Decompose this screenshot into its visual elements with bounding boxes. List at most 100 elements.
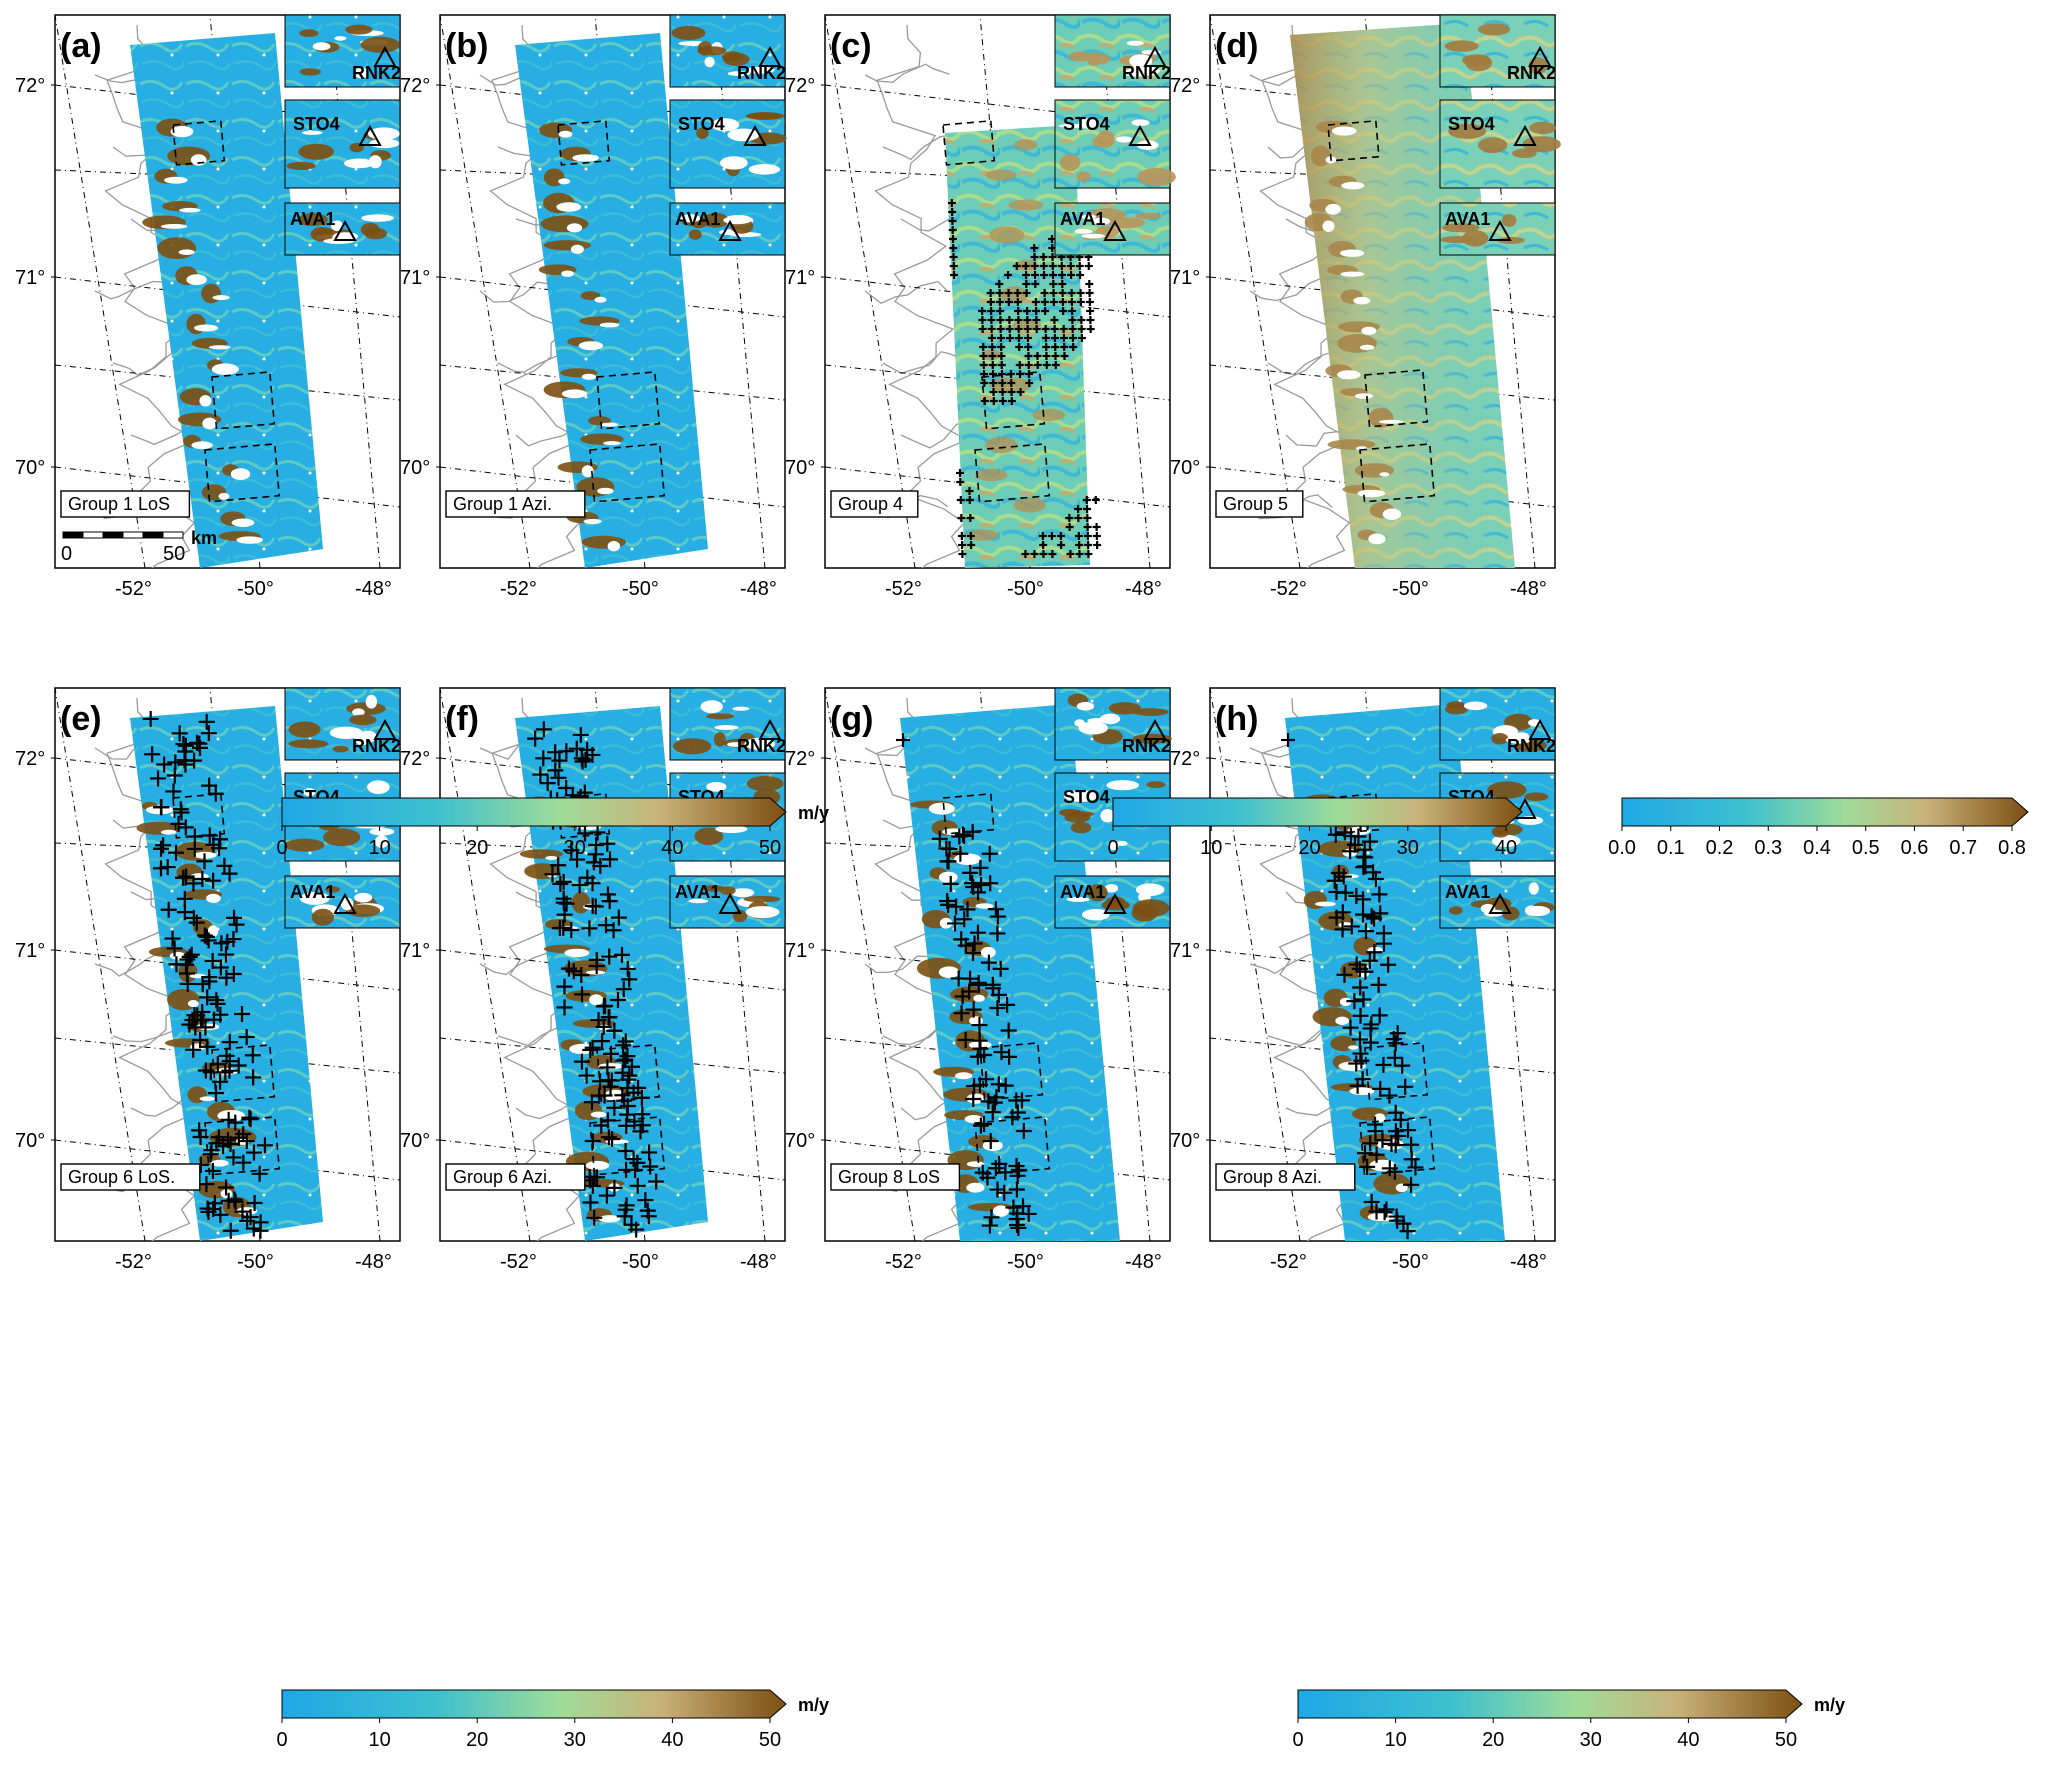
panel-label: (b): [445, 27, 488, 65]
group-label: Group 8 Azi.: [1223, 1167, 1322, 1187]
latitude-tick: 72°: [15, 748, 45, 770]
station-triangle-icon: [358, 124, 382, 146]
colorbar-tick: 0.5: [1852, 837, 1880, 859]
colorbar-unit: m/y: [798, 803, 829, 823]
panel-label: (h): [1215, 700, 1258, 738]
inset-sto4: STO4: [284, 99, 401, 189]
station-insets: RNK2 STO4 AVA1: [669, 14, 787, 256]
inset-ava1: AVA1: [284, 202, 401, 256]
station-triangle-icon: [1513, 124, 1537, 146]
colorbar-tick: 0: [1107, 837, 1118, 859]
axis-labels: 72° 71° 70° -52° -50° -48°: [15, 748, 392, 1273]
colorbar-tick: 0.7: [1949, 837, 1977, 859]
data-swath: [515, 706, 708, 1241]
inset-rnk2: RNK2: [1054, 687, 1172, 761]
latitude-tick: 70°: [785, 457, 815, 479]
group-label-box: [1215, 1163, 1356, 1191]
longitude-tick: -52°: [1270, 1251, 1307, 1273]
aoi-boxes: [942, 792, 1051, 1176]
latitude-tick: 72°: [400, 75, 430, 97]
colorbar-tick: 30: [564, 1729, 586, 1751]
longitude-tick: -48°: [1125, 578, 1162, 600]
station-triangle-icon: [1143, 718, 1167, 740]
group-label: Group 1 LoS: [68, 494, 170, 514]
scalebar: 0 50 km: [61, 528, 217, 565]
station-label: RNK2: [1122, 736, 1171, 756]
glacier-features: [1304, 120, 1404, 545]
latitude-tick: 72°: [1170, 748, 1200, 770]
scalebar-start: 0: [61, 543, 72, 565]
colorbar-tick: 0: [276, 837, 287, 859]
outlier-crosses: [1281, 733, 1424, 1240]
longitude-tick: -48°: [355, 1251, 392, 1273]
longitude-tick: -48°: [740, 578, 777, 600]
station-label: AVA1: [675, 882, 720, 902]
station-insets: RNK2 STO4 AVA1: [1439, 14, 1561, 256]
inset-ava1: AVA1: [669, 875, 786, 929]
colorbar-tick: 0.1: [1657, 837, 1685, 859]
group-label-box: [830, 1163, 961, 1191]
latitude-tick: 71°: [400, 940, 430, 962]
colorbar-tick: 10: [1384, 1729, 1406, 1751]
longitude-tick: -50°: [1007, 578, 1044, 600]
station-triangle-icon: [333, 219, 357, 241]
inset-ava1: AVA1: [1054, 875, 1171, 929]
colorbar-cb1: 0 10 20 30 40 50 m/y: [276, 797, 829, 859]
axis-labels: 72° 71° 70° -52° -50° -48°: [1170, 748, 1547, 1273]
colorbar-ramp: [1297, 1689, 1803, 1719]
colorbar-tick: 0: [276, 1729, 287, 1751]
colorbar-tick: 50: [759, 1729, 781, 1751]
latitude-tick: 71°: [785, 267, 815, 289]
station-label: AVA1: [675, 209, 720, 229]
longitude-tick: -52°: [115, 578, 152, 600]
colorbar-ramp: [281, 1689, 787, 1719]
inset-rnk2: RNK2: [284, 687, 401, 761]
inset-rnk2: RNK2: [1054, 14, 1171, 88]
latitude-tick: 72°: [785, 748, 815, 770]
station-triangle-icon: [1528, 718, 1552, 740]
inset-ava1: AVA1: [669, 202, 786, 256]
colorbar-unit: m/y: [1814, 1695, 1845, 1715]
station-triangle-icon: [1103, 219, 1127, 241]
station-triangle-icon: [718, 219, 742, 241]
colorbar-tick: 20: [466, 837, 488, 859]
axis-labels: 72° 71° 70° -52° -50° -48°: [1170, 75, 1547, 600]
longitude-tick: -52°: [115, 1251, 152, 1273]
inset-ava1: AVA1: [284, 875, 401, 929]
station-label: RNK2: [352, 63, 401, 83]
station-triangle-icon: [1488, 892, 1512, 914]
station-triangle-icon: [333, 892, 357, 914]
aoi-boxes: [557, 119, 666, 503]
scalebar-unit: km: [191, 528, 217, 548]
group-label: Group 5: [1223, 494, 1288, 514]
group-label-box: [830, 490, 919, 518]
axis-labels: 72° 71° 70° -52° -50° -48°: [785, 748, 1162, 1273]
longitude-tick: -50°: [237, 1251, 274, 1273]
station-label: RNK2: [737, 63, 786, 83]
station-label: AVA1: [1445, 882, 1490, 902]
longitude-tick: -52°: [500, 1251, 537, 1273]
station-label: AVA1: [290, 209, 335, 229]
inset-ava1: AVA1: [1054, 202, 1171, 256]
station-triangle-icon: [743, 124, 767, 146]
inset-rnk2: RNK2: [1439, 687, 1556, 761]
longitude-tick: -50°: [237, 578, 274, 600]
station-label: STO4: [678, 114, 725, 134]
map-panel-b: RNK2 STO4 AVA1 (b) Group 1 Azi. 72° 71° 70° -52°…: [400, 14, 787, 600]
axis-labels: 72° 71° 70° -52° -50° -48°: [785, 75, 1162, 600]
panel-label: (c): [830, 27, 872, 65]
inset-ava1: AVA1: [1439, 875, 1556, 929]
station-label: AVA1: [1445, 209, 1490, 229]
station-triangle-icon: [1488, 219, 1512, 241]
colorbar-tick: 30: [1397, 837, 1419, 859]
map-panel-c: RNK2 STO4 AVA1 (c) Group 4 72° 71° 70° -52° -50° -…: [785, 14, 1176, 600]
axis-labels: 72° 71° 70° -52° -50° -48°: [15, 75, 392, 600]
latitude-tick: 70°: [1170, 1130, 1200, 1152]
colorbar-cb4: 0 10 20 30 40 50 m/y: [276, 1689, 829, 1751]
colorbar-tick: 0.8: [1998, 837, 2026, 859]
panel-label: (f): [445, 700, 479, 738]
colorbar-tick: 20: [1298, 837, 1320, 859]
station-insets: RNK2 STO4 AVA1: [1054, 14, 1176, 256]
